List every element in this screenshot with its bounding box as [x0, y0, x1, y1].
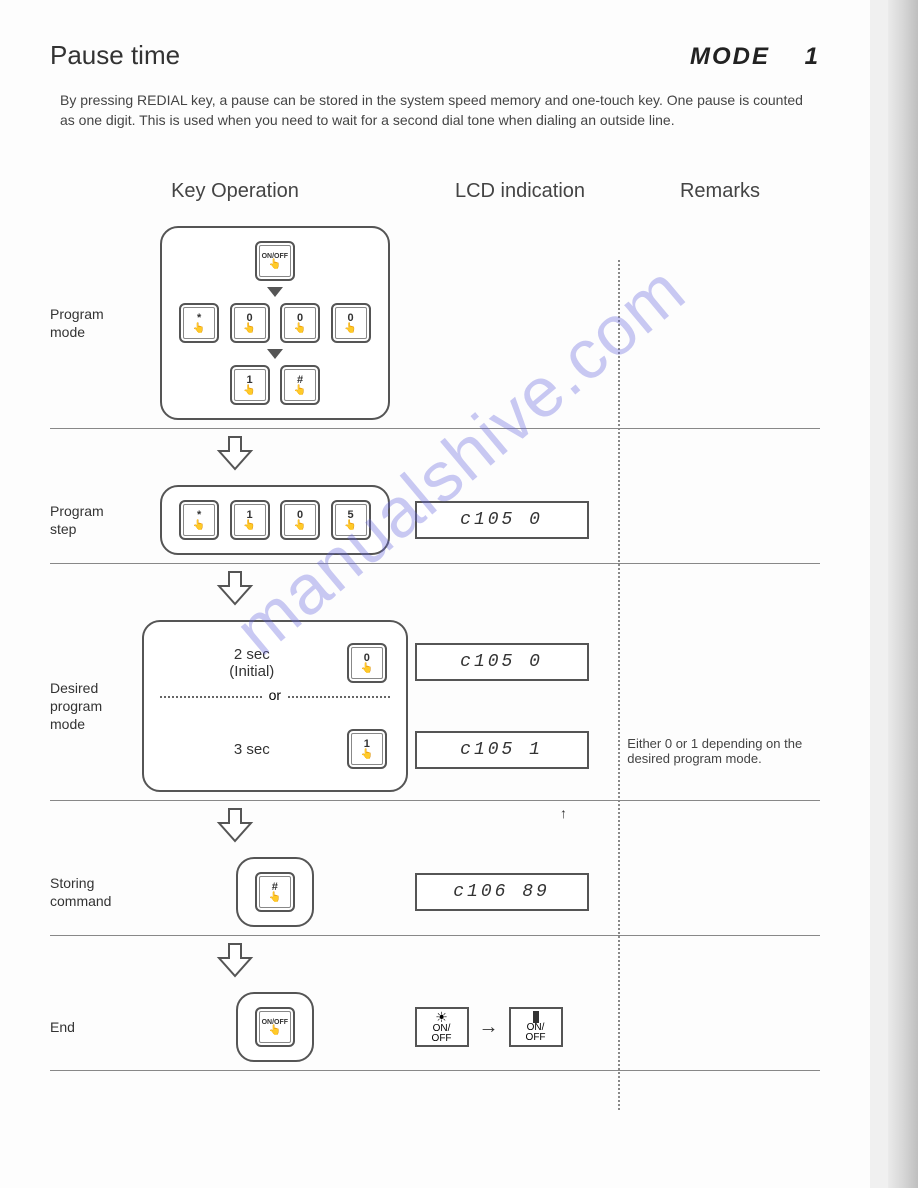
key-onoff: ON/OFF👆: [255, 241, 295, 281]
step-label: Program mode: [50, 305, 135, 341]
lcd-display: c105 0: [415, 643, 589, 681]
key-5: 5👆: [331, 500, 371, 540]
lcd-display: c105 1: [415, 731, 589, 769]
options-box: 2 sec (Initial) 0👆 or 3 sec 1👆: [142, 620, 408, 792]
key-0: 0👆: [280, 500, 320, 540]
key-1: 1👆: [347, 729, 387, 769]
mode-number: 1: [805, 43, 820, 70]
arrow-down-icon: [215, 807, 255, 843]
key-operation: #👆: [135, 857, 414, 927]
col-header-key: Key Operation: [50, 180, 420, 203]
remarks-column: Either 0 or 1 depending on the desired p…: [607, 646, 820, 766]
mode-indicator: MODE 1: [690, 43, 820, 71]
step-program-mode: Program mode ON/OFF👆 *👆 0👆 0👆 0👆 1👆 #👆: [50, 218, 820, 429]
arrow-down-icon: [267, 349, 283, 359]
scan-edge: [888, 0, 918, 1188]
header: Pause time MODE 1: [50, 40, 820, 71]
flow-arrow: [50, 936, 420, 984]
option-text: 2 sec: [160, 646, 344, 663]
step-storing: Storing command #👆 c106 89: [50, 849, 820, 936]
key-1: 1👆: [230, 365, 270, 405]
onoff-lit-icon: ☀ ON/ OFF: [415, 1007, 469, 1047]
remark-text: Either 0 or 1 depending on the desired p…: [627, 736, 820, 766]
lcd-column: c105 0: [415, 501, 608, 539]
key-box: #👆: [236, 857, 314, 927]
option-text: 3 sec: [160, 741, 344, 758]
arrow-down-icon: [215, 570, 255, 606]
intro-text: By pressing REDIAL key, a pause can be s…: [60, 91, 810, 130]
option-3sec: 3 sec 1👆: [160, 720, 390, 778]
key-hash: #👆: [280, 365, 320, 405]
step-program-step: Program step *👆 1👆 0👆 5👆 c105 0: [50, 477, 820, 564]
step-label: End: [50, 1018, 135, 1036]
col-header-remarks: Remarks: [620, 180, 820, 203]
key-star: *👆: [179, 500, 219, 540]
flow-arrow: [50, 801, 420, 849]
key-star: *👆: [179, 303, 219, 343]
callout-arrow-icon: ↑: [560, 805, 567, 821]
step-label: Desired program mode: [50, 679, 135, 734]
col-header-lcd: LCD indication: [420, 180, 620, 203]
manual-page: Pause time MODE 1 By pressing REDIAL key…: [0, 0, 870, 1188]
step-label: Storing command: [50, 874, 135, 910]
key-box: ON/OFF👆: [236, 992, 314, 1062]
mode-label: MODE: [690, 43, 770, 70]
step-end: End ON/OFF👆 ☀ ON/ OFF → ON/ OFF: [50, 984, 820, 1071]
onoff-indicator-group: ☀ ON/ OFF → ON/ OFF: [415, 1007, 608, 1047]
lcd-display: c105 0: [415, 501, 589, 539]
page-title: Pause time: [50, 40, 180, 71]
key-onoff: ON/OFF👆: [255, 1007, 295, 1047]
key-0: 0👆: [280, 303, 320, 343]
step-label: Program step: [50, 502, 135, 538]
option-subtext: (Initial): [160, 663, 344, 680]
lcd-column: c105 0 c105 1: [415, 643, 608, 769]
arrow-down-icon: [215, 942, 255, 978]
key-operation: *👆 1👆 0👆 5👆: [135, 485, 414, 555]
key-hash: #👆: [255, 872, 295, 912]
option-divider: or: [160, 696, 390, 716]
key-1: 1👆: [230, 500, 270, 540]
key-operation: 2 sec (Initial) 0👆 or 3 sec 1👆: [135, 620, 414, 792]
onoff-dark-icon: ON/ OFF: [509, 1007, 563, 1047]
arrow-down-icon: [267, 287, 283, 297]
step-desired-mode: Desired program mode 2 sec (Initial) 0👆 …: [50, 612, 820, 801]
lcd-column: c106 89: [415, 873, 608, 911]
key-operation: ON/OFF👆: [135, 992, 414, 1062]
key-sequence-box: *👆 1👆 0👆 5👆: [160, 485, 389, 555]
keypad-box: ON/OFF👆 *👆 0👆 0👆 0👆 1👆 #👆: [160, 226, 389, 420]
lcd-column: ☀ ON/ OFF → ON/ OFF: [415, 1007, 608, 1047]
lcd-display: c106 89: [415, 873, 589, 911]
column-headers: Key Operation LCD indication Remarks: [50, 180, 820, 203]
flow-arrow: [50, 429, 420, 477]
arrow-right-icon: →: [479, 1016, 499, 1039]
flow-arrow: [50, 564, 420, 612]
key-0: 0👆: [347, 643, 387, 683]
key-0: 0👆: [331, 303, 371, 343]
key-0: 0👆: [230, 303, 270, 343]
arrow-down-icon: [215, 435, 255, 471]
option-2sec: 2 sec (Initial) 0👆: [160, 634, 390, 692]
key-operation: ON/OFF👆 *👆 0👆 0👆 0👆 1👆 #👆: [135, 226, 414, 420]
